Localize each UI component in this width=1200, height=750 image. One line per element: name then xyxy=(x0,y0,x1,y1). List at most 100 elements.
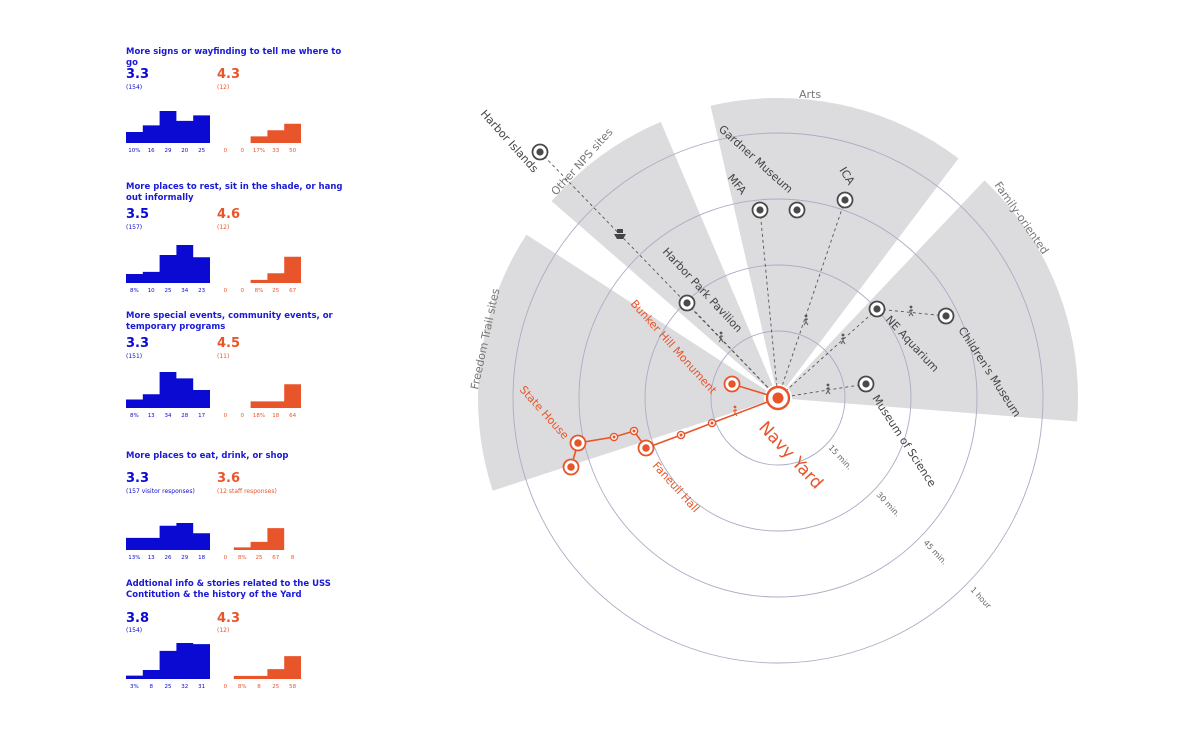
visitor-count: (151) xyxy=(126,353,143,360)
walking-person-icon xyxy=(718,331,724,343)
staff-pct-label: 0 xyxy=(224,413,228,419)
ica-marker xyxy=(836,191,854,209)
response-histogram: 3% 8 25 32 31 0 8% 8 25 58 xyxy=(126,643,301,690)
staff-pct-label: 64 xyxy=(289,413,296,419)
category-sectors xyxy=(477,98,1078,491)
response-histogram: 8% 13 34 28 17 0 0 18% 18 64 xyxy=(126,372,301,419)
sector-family-oriented xyxy=(787,180,1078,422)
visitor-score: 3.3 xyxy=(126,67,150,82)
panel-title: More places to eat, drink, or shop xyxy=(126,451,289,461)
panel-title: More places to rest, sit in the shade, o… xyxy=(126,182,343,203)
staff-score: 4.3 xyxy=(217,611,241,626)
staff-count: (11) xyxy=(217,353,230,360)
visitor-count: (157 visitor responses) xyxy=(126,488,195,495)
staff-pct-label: 25 xyxy=(272,684,279,690)
survey-panels: More signs or wayfinding to tell me wher… xyxy=(0,0,400,750)
center-label: Navy Yard xyxy=(754,418,826,494)
staff-pct-label: 0 xyxy=(224,148,228,154)
visitor-histogram-bars xyxy=(126,372,210,408)
visitor-pct-label: 18 xyxy=(198,555,205,561)
staff-pct-label: 17% xyxy=(253,148,265,154)
visitor-pct-label: 25 xyxy=(165,288,172,294)
walking-person-icon xyxy=(732,405,738,417)
ring-label-15: 15 min. xyxy=(827,443,854,471)
visitor-pct-label: 8% xyxy=(130,288,139,294)
staff-pct-label: 0 xyxy=(240,288,244,294)
staff-pct-label: 0 xyxy=(224,684,228,690)
visitor-score: 3.3 xyxy=(126,336,150,351)
visitor-pct-label: 8 xyxy=(149,684,153,690)
ring-label-60: 1 hour xyxy=(969,585,994,611)
visitor-pct-label: 13 xyxy=(148,555,155,561)
dashed-route xyxy=(777,383,867,399)
ring-label-30: 30 min. xyxy=(875,490,902,518)
state-house-secondary-marker xyxy=(562,458,580,476)
faneuil-hall-marker xyxy=(637,439,655,457)
panel-title: More signs or wayfinding to tell me wher… xyxy=(126,47,342,68)
staff-score: 4.5 xyxy=(217,336,241,351)
ferry-icon xyxy=(614,229,626,239)
staff-pct-label: 25 xyxy=(272,288,279,294)
state-house-marker xyxy=(569,434,587,452)
visitor-histogram-bars xyxy=(126,643,210,679)
gardner-museum-marker xyxy=(751,201,769,219)
visitor-pct-label: 10% xyxy=(128,148,140,154)
mfa-marker xyxy=(788,201,806,219)
dashed-route xyxy=(759,209,779,399)
staff-histogram-bars xyxy=(217,256,301,283)
harbor-park-marker xyxy=(678,294,696,312)
dashed-route xyxy=(777,199,846,399)
staff-pct-label: 67 xyxy=(289,288,296,294)
dashed-route xyxy=(777,308,878,399)
sector-label-arts: Arts xyxy=(799,88,821,101)
visitor-pct-label: 29 xyxy=(165,148,172,154)
staff-count: (12) xyxy=(217,627,230,634)
staff-pct-label: 0 xyxy=(224,288,228,294)
walking-person-icon xyxy=(803,314,809,326)
visitor-pct-label: 20 xyxy=(181,148,188,154)
dashed-route xyxy=(686,302,779,399)
visitor-pct-label: 34 xyxy=(181,288,188,294)
site-markers xyxy=(531,143,955,476)
label-harbor-islands: Harbor Islands xyxy=(478,107,541,175)
staff-pct-label: 25 xyxy=(256,555,263,561)
childrens-museum-marker xyxy=(937,307,955,325)
staff-pct-label: 67 xyxy=(272,555,279,561)
ring-4 xyxy=(512,132,1044,664)
visitor-pct-label: 23 xyxy=(198,288,205,294)
staff-pct-label: 8% xyxy=(238,555,247,561)
ne-aquarium-marker xyxy=(868,300,886,318)
panel-title: Addtional info & stories related to the … xyxy=(126,579,331,600)
visitor-histogram-bars xyxy=(126,111,210,143)
staff-pct-label: 18 xyxy=(272,413,279,419)
staff-pct-label: 8% xyxy=(238,684,247,690)
staff-pct-label: 0 xyxy=(240,413,244,419)
visitor-pct-label: 13 xyxy=(148,413,155,419)
staff-histogram-bars xyxy=(217,656,301,679)
visitor-count: (154) xyxy=(126,627,143,634)
visitor-pct-label: 31 xyxy=(198,684,205,690)
sector-other-nps xyxy=(551,121,773,389)
sector-arts xyxy=(710,98,959,387)
trail-stop-marker xyxy=(676,430,686,440)
visitor-count: (154) xyxy=(126,84,143,91)
bunker-hill-marker xyxy=(723,375,741,393)
staff-pct-label: 8% xyxy=(255,288,264,294)
visitor-count: (157) xyxy=(126,224,143,231)
visitor-score: 3.5 xyxy=(126,207,150,222)
staff-pct-label: 8 xyxy=(257,684,261,690)
visitor-pct-label: 26 xyxy=(165,555,172,561)
visitor-score: 3.8 xyxy=(126,611,150,626)
visitor-pct-label: 25 xyxy=(165,684,172,690)
staff-score: 3.6 xyxy=(217,471,241,486)
staff-histogram-bars xyxy=(217,123,301,143)
visitor-pct-label: 28 xyxy=(181,413,188,419)
staff-pct-label: 33 xyxy=(272,148,279,154)
response-histogram: 8% 10 25 34 23 0 0 8% 25 67 xyxy=(126,245,301,294)
visitor-score: 3.3 xyxy=(126,471,150,486)
trail-stop-marker xyxy=(609,432,619,442)
visitor-histogram-bars xyxy=(126,245,210,283)
ring-2 xyxy=(644,264,912,532)
navy-yard-marker xyxy=(765,385,791,411)
response-histogram: 13% 13 26 29 18 0 8% 25 67 8 xyxy=(126,523,301,561)
